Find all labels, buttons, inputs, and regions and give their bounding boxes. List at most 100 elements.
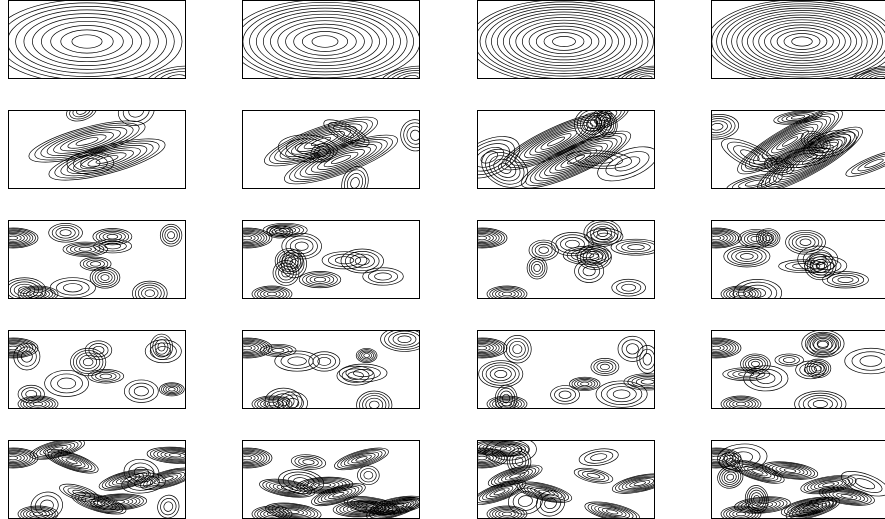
- contour-line: [741, 231, 769, 247]
- contour-panel: [695, 99, 885, 201]
- contour-line: [71, 103, 91, 119]
- contour-line: [522, 23, 605, 60]
- contour-line: [509, 473, 521, 480]
- contour-line: [225, 339, 270, 357]
- contour-line: [233, 232, 262, 243]
- contour-line: [591, 358, 619, 375]
- contour-line: [502, 512, 512, 516]
- contour-panel: [0, 435, 203, 519]
- contour-line: [100, 374, 112, 379]
- contour-line: [107, 234, 118, 239]
- contour-line: [750, 369, 782, 387]
- contour-line: [502, 292, 512, 296]
- contour-line: [375, 273, 392, 280]
- contour-line: [90, 267, 120, 288]
- contour-line: [802, 330, 844, 357]
- contour-line: [366, 398, 383, 411]
- contour-line: [362, 352, 372, 359]
- contour-line: [723, 471, 737, 484]
- contour-line: [477, 236, 486, 240]
- contour-line: [784, 34, 820, 50]
- contour-line: [779, 466, 800, 475]
- contour-line: [563, 246, 611, 264]
- contour-line: [728, 455, 786, 488]
- contour-line: [539, 247, 549, 254]
- contour-line: [70, 488, 128, 519]
- contour-line: [636, 378, 659, 386]
- contour-line: [168, 232, 175, 239]
- contour-line: [51, 26, 124, 58]
- contour-line: [60, 230, 71, 236]
- contour-line: [559, 391, 571, 399]
- contour-line: [814, 338, 832, 351]
- contour-line: [142, 287, 159, 299]
- contour-line: [332, 443, 390, 474]
- contour-line: [503, 15, 624, 69]
- contour-line: [628, 375, 668, 389]
- contour-line: [49, 449, 93, 474]
- contour-line: [298, 457, 318, 467]
- contour-line: [319, 483, 331, 487]
- contour-line: [759, 22, 846, 60]
- contour-line: [485, 484, 514, 501]
- contour-line: [531, 262, 542, 275]
- contour-line: [160, 224, 182, 246]
- contour-line: [314, 277, 325, 282]
- contour-line: [398, 336, 411, 343]
- contour-line: [485, 151, 524, 186]
- contour-line: [832, 275, 858, 284]
- contour-line: [358, 350, 375, 362]
- contour-line: [239, 345, 255, 352]
- contour-line: [41, 21, 132, 61]
- contour-line: [622, 243, 651, 252]
- contour-line: [93, 346, 104, 354]
- contour-line: [626, 344, 638, 354]
- contour-line: [101, 275, 109, 281]
- contour-line: [56, 227, 75, 238]
- contour-line: [92, 269, 117, 287]
- contour-line: [477, 346, 486, 350]
- contour-line: [854, 476, 876, 490]
- contour-line: [278, 21, 372, 63]
- contour-line: [97, 465, 155, 495]
- contour-line: [29, 489, 66, 519]
- contour-line: [468, 232, 497, 243]
- contour-line: [79, 247, 91, 251]
- contour-line: [460, 229, 505, 247]
- contour-line: [495, 370, 507, 377]
- contour-panel: [0, 0, 208, 96]
- contour-line: [134, 387, 148, 396]
- contour-line: [58, 480, 101, 505]
- contour-line: [739, 229, 773, 248]
- contour-line: [161, 384, 182, 395]
- contour-line: [145, 290, 155, 297]
- contour-line: [800, 239, 811, 246]
- contour-line: [355, 456, 367, 463]
- contour-line: [474, 235, 490, 242]
- contour-panel: [0, 223, 182, 305]
- contour-line: [368, 270, 397, 283]
- contour-line: [165, 452, 186, 459]
- contour-line: [513, 345, 522, 354]
- panel-frame: [9, 1, 186, 79]
- contour-line: [725, 170, 783, 196]
- contour-line: [0, 0, 182, 84]
- contour-panel: [25, 93, 168, 189]
- contour-line: [843, 146, 885, 181]
- contour-line: [616, 282, 640, 294]
- contour-line: [76, 107, 88, 116]
- contour-line: [263, 14, 386, 69]
- contour-line: [67, 243, 104, 255]
- contour-line: [706, 120, 728, 134]
- contour-line: [814, 366, 821, 371]
- contour-line: [0, 452, 27, 463]
- contour-line: [577, 467, 610, 484]
- contour-line: [736, 251, 758, 261]
- contour-line: [88, 369, 124, 383]
- contour-line: [369, 401, 379, 409]
- contour-line: [708, 345, 724, 352]
- contour-line: [8, 6, 167, 76]
- contour-line: [590, 453, 607, 462]
- contour-line: [497, 12, 630, 71]
- contour-line: [346, 367, 381, 380]
